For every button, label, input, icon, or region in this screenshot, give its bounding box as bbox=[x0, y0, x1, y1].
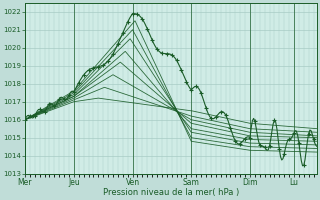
X-axis label: Pression niveau de la mer( hPa ): Pression niveau de la mer( hPa ) bbox=[103, 188, 239, 197]
